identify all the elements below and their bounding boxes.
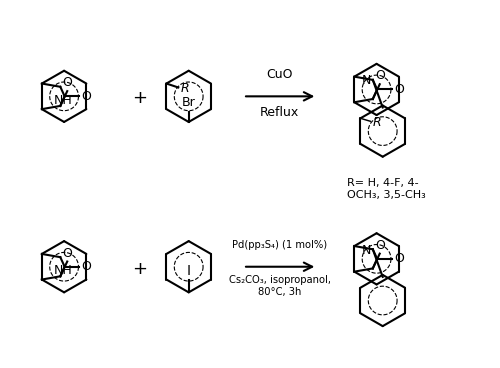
Text: 80°C, 3h: 80°C, 3h — [258, 287, 302, 297]
Text: O: O — [394, 252, 404, 265]
Text: I: I — [186, 263, 190, 277]
Text: N: N — [362, 244, 371, 257]
Text: +: + — [132, 89, 146, 107]
Text: N: N — [362, 74, 371, 87]
Text: R: R — [372, 116, 381, 129]
Text: Pd(pp₃S₄) (1 mol%): Pd(pp₃S₄) (1 mol%) — [232, 240, 327, 250]
Text: NH: NH — [54, 264, 72, 277]
Text: O: O — [82, 260, 92, 273]
Text: O: O — [82, 90, 92, 103]
Text: CuO: CuO — [266, 68, 293, 81]
Text: Br: Br — [182, 96, 196, 109]
Text: Cs₂CO₃, isopropanol,: Cs₂CO₃, isopropanol, — [228, 275, 330, 284]
Text: +: + — [132, 260, 146, 278]
Text: O: O — [62, 247, 72, 259]
Text: NH: NH — [54, 94, 72, 107]
Text: O: O — [62, 76, 72, 89]
Text: O: O — [375, 69, 384, 82]
Text: O: O — [394, 83, 404, 96]
Text: R: R — [180, 82, 189, 95]
Text: O: O — [375, 239, 384, 252]
Text: Reflux: Reflux — [260, 106, 300, 119]
Text: R= H, 4-F, 4-
OCH₃, 3,5-CH₃: R= H, 4-F, 4- OCH₃, 3,5-CH₃ — [347, 178, 426, 200]
